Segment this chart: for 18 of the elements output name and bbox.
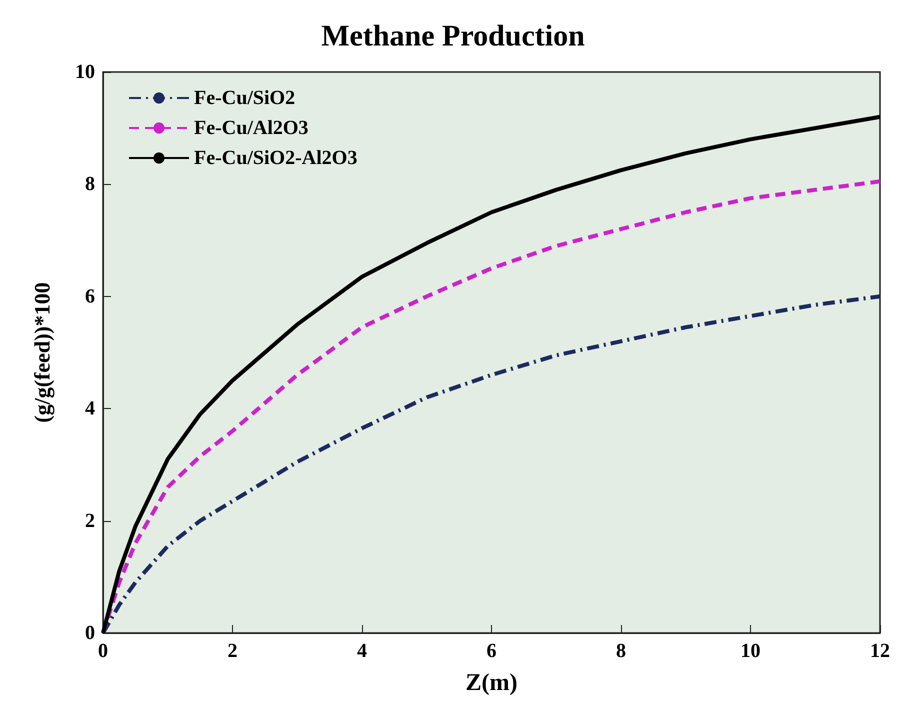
x-tick-label: 4 bbox=[357, 640, 367, 662]
legend-label: Fe-Cu/SiO2 bbox=[194, 87, 296, 109]
y-tick-label: 6 bbox=[85, 285, 95, 308]
x-tick-label: 2 bbox=[228, 640, 238, 662]
x-tick-label: 8 bbox=[616, 640, 626, 662]
y-tick-label: 10 bbox=[75, 61, 95, 83]
chart-title: Methane Production bbox=[321, 20, 586, 52]
x-tick-label: 12 bbox=[870, 640, 890, 662]
x-tick-label: 10 bbox=[740, 640, 760, 662]
y-tick-label: 8 bbox=[85, 173, 95, 196]
y-axis-title: (g/g(feed))*100 bbox=[30, 282, 54, 423]
x-tick-label: 6 bbox=[486, 640, 496, 662]
y-tick-label: 2 bbox=[85, 510, 95, 532]
legend-label: Fe-Cu/SiO2-Al2O3 bbox=[194, 147, 358, 169]
y-tick-label: 4 bbox=[85, 398, 95, 420]
legend-label: Fe-Cu/Al2O3 bbox=[194, 117, 308, 139]
y-tick-label: 0 bbox=[85, 622, 95, 644]
x-axis-title: Z(m) bbox=[466, 670, 518, 696]
